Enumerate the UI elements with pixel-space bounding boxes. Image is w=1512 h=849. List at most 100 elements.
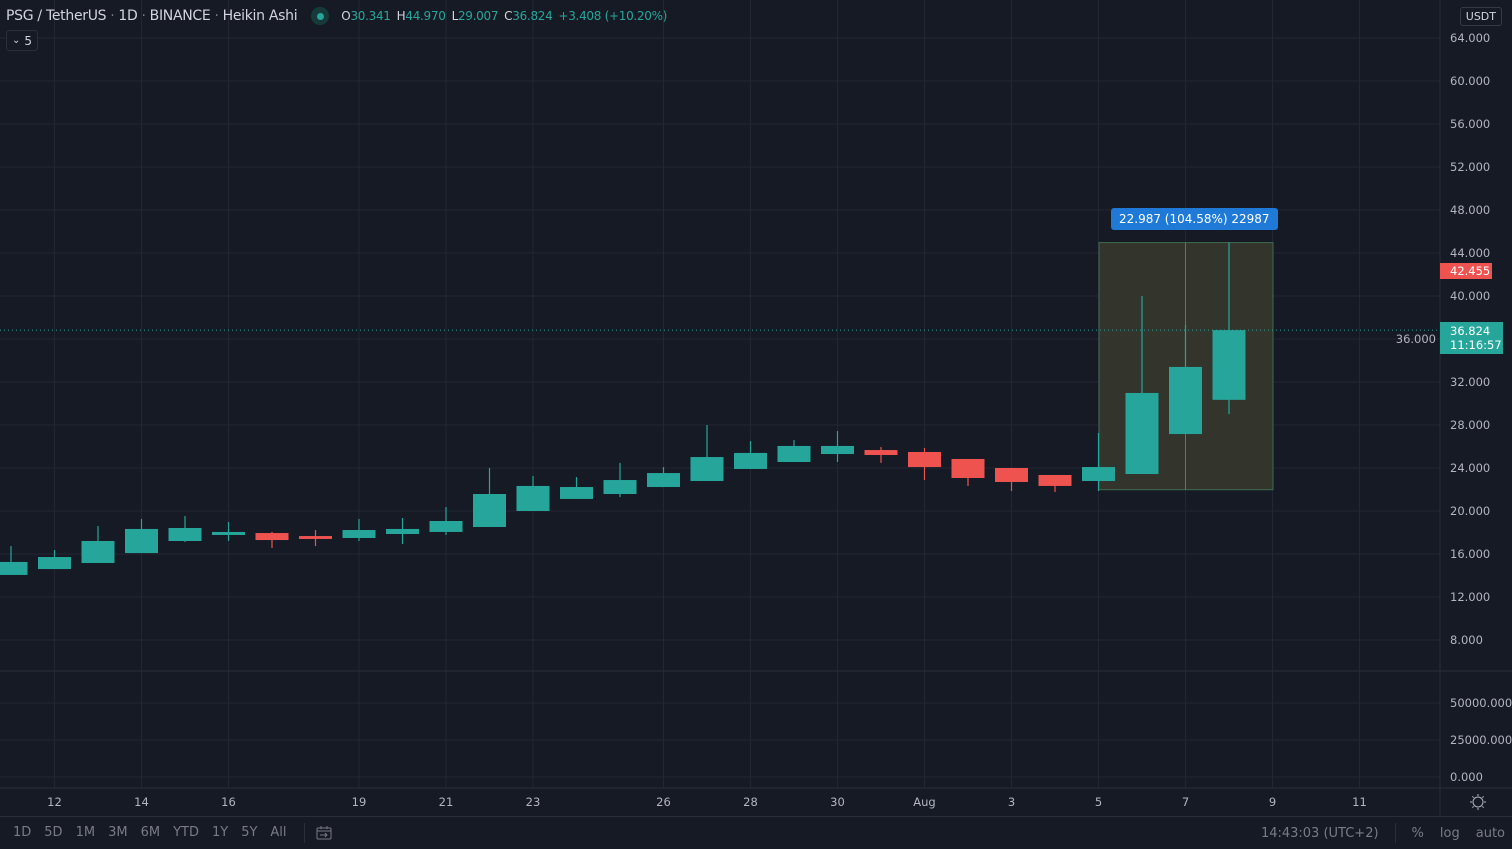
high-label: H	[396, 9, 406, 23]
candle[interactable]	[81, 526, 115, 564]
price-tick: 52.000	[1450, 160, 1490, 174]
candle[interactable]	[1125, 296, 1159, 475]
candle[interactable]	[1038, 474, 1072, 492]
candle[interactable]	[168, 516, 202, 542]
clock-timezone[interactable]: 14:43:03 (UTC+2)	[1260, 825, 1379, 841]
candle-body	[299, 536, 332, 539]
candle[interactable]	[1082, 432, 1115, 492]
ohlc-open: O30.341	[341, 9, 391, 23]
candle[interactable]	[1169, 325, 1202, 435]
candles	[0, 242, 1246, 575]
currency-badge[interactable]: USDT	[1459, 7, 1502, 26]
high-price-tag: 42.455	[1440, 263, 1492, 279]
candle[interactable]	[386, 517, 419, 545]
date-tick: 21	[439, 795, 454, 809]
candle[interactable]	[908, 448, 941, 481]
price-tick: 44.000	[1450, 246, 1490, 260]
percent-toggle[interactable]: %	[1411, 825, 1424, 841]
candle[interactable]	[777, 440, 811, 462]
indicators-collapse-button[interactable]: ⌄ 5	[6, 30, 39, 51]
candle-body	[603, 480, 637, 495]
candle-body	[951, 458, 985, 478]
candle-body	[0, 561, 28, 575]
volume-tick: 50000.000	[1450, 696, 1512, 710]
market-status-icon[interactable]	[311, 7, 330, 25]
candle[interactable]	[864, 447, 898, 463]
candle[interactable]	[38, 550, 71, 570]
candle[interactable]	[0, 546, 28, 575]
candle[interactable]	[473, 468, 506, 528]
price-tick: 16.000	[1450, 547, 1490, 561]
price-tick: 48.000	[1450, 203, 1490, 217]
price-tick: 20.000	[1450, 504, 1490, 518]
candle[interactable]	[821, 431, 854, 462]
candle[interactable]	[212, 521, 245, 541]
range-1y[interactable]: 1Y	[211, 825, 229, 840]
range-5y[interactable]: 5Y	[241, 825, 258, 840]
time-axis[interactable]: 12 14 16 19 21 23 26 28 30 Aug 3 5 7 9 11	[47, 795, 1367, 809]
close-value: 36.824	[512, 9, 553, 23]
ohlc-high: H44.970	[397, 9, 446, 23]
date-range-buttons: 1D 5D 1M 3M 6M YTD 1Y 5Y All	[13, 825, 300, 840]
candle[interactable]	[647, 467, 680, 488]
candle-body	[429, 520, 463, 532]
candle[interactable]	[690, 425, 724, 482]
range-1d[interactable]: 1D	[13, 825, 32, 840]
low-value: 29.007	[457, 9, 499, 23]
volume-tick: 25000.000	[1450, 733, 1512, 747]
divider	[1394, 823, 1396, 843]
candle-body	[734, 452, 767, 469]
last-price-tag: 36.824 11:16:57	[1440, 322, 1503, 354]
range-1m[interactable]: 1M	[75, 825, 96, 840]
candle[interactable]	[951, 458, 985, 486]
candle[interactable]	[516, 475, 550, 511]
candle[interactable]	[299, 530, 332, 547]
price-tick: 32.000	[1450, 375, 1490, 389]
range-3m[interactable]: 3M	[108, 825, 128, 840]
date-tick: 5	[1095, 795, 1102, 809]
candle[interactable]	[342, 518, 376, 541]
date-tick: 28	[743, 795, 758, 809]
candle-body	[777, 445, 811, 462]
candle-body	[516, 485, 550, 511]
candle-body	[995, 468, 1028, 482]
goto-date-icon[interactable]	[315, 825, 333, 841]
bottom-toolbar: 1D 5D 1M 3M 6M YTD 1Y 5Y All 14:43:03 (UTC+2) % …	[0, 816, 1512, 848]
low-label: L	[451, 9, 459, 23]
candle-body	[1169, 366, 1202, 435]
interval: 1D	[118, 8, 138, 24]
candle-body	[342, 530, 376, 538]
chart-style: Heikin Ashi	[222, 8, 298, 24]
change-value: +3.408 (+10.20%)	[558, 9, 668, 23]
price-tick: 36.000	[1396, 332, 1436, 346]
date-tick: 23	[526, 795, 541, 809]
symbol-name[interactable]: PSG / TetherUS	[6, 8, 107, 24]
high-value: 44.970	[405, 9, 446, 23]
auto-toggle[interactable]: auto	[1475, 825, 1505, 841]
chart-canvas[interactable]: 64.000 60.000 56.000 52.000 48.000 44.000 40.0…	[0, 0, 1512, 816]
candle[interactable]	[255, 531, 289, 548]
candle[interactable]	[603, 462, 637, 498]
candle[interactable]	[1212, 242, 1246, 415]
log-toggle[interactable]: log	[1439, 825, 1460, 841]
ohlc-low: L29.007	[452, 9, 499, 23]
price-axis[interactable]: 64.000 60.000 56.000 52.000 48.000 44.000 40.0…	[1396, 31, 1491, 647]
range-ytd[interactable]: YTD	[173, 825, 199, 840]
candle[interactable]	[995, 468, 1028, 492]
volume-axis[interactable]: 50000.000 25000.000 0.000	[1450, 696, 1512, 784]
candle-body	[864, 450, 898, 455]
candle[interactable]	[429, 507, 463, 535]
candle-body	[168, 527, 202, 541]
settings-gear-icon[interactable]	[1470, 794, 1486, 810]
range-5d[interactable]: 5D	[44, 825, 63, 840]
range-all[interactable]: All	[270, 825, 287, 840]
candle-body	[690, 457, 724, 482]
candle[interactable]	[734, 441, 767, 469]
symbol-legend[interactable]: PSG / TetherUS · 1D · BINANCE · Heikin Ashi…	[6, 7, 668, 25]
candle[interactable]	[560, 477, 593, 499]
range-6m[interactable]: 6M	[140, 825, 161, 840]
date-tick: Aug	[913, 795, 935, 809]
price-tick: 24.000	[1450, 461, 1490, 475]
measure-label: 22.987 (104.58%) 22987	[1111, 208, 1278, 230]
candle[interactable]	[125, 518, 158, 554]
